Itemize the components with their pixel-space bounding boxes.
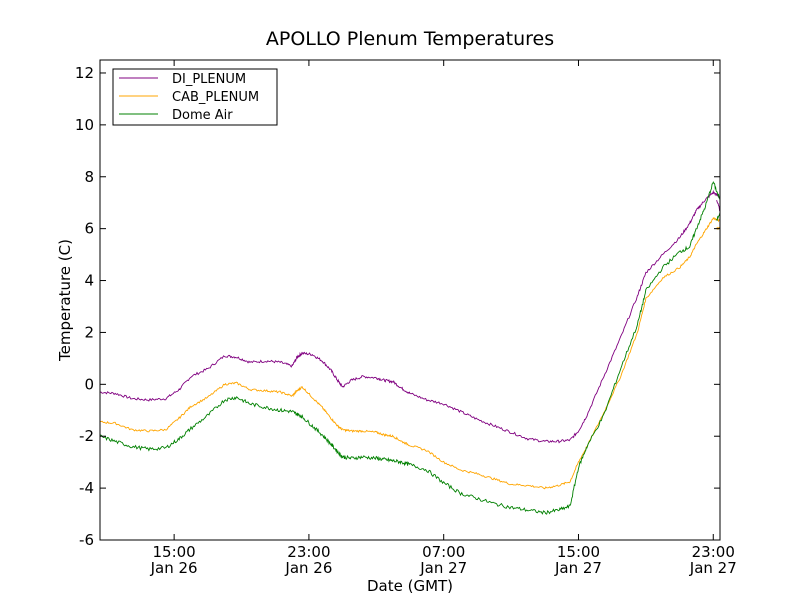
series-line-di-plenum-tail [716, 200, 720, 212]
y-tick-label: 4 [84, 272, 94, 290]
y-tick-label: 10 [75, 116, 94, 134]
x-tick-label-date: Jan 27 [689, 559, 737, 577]
y-tick-label: 6 [84, 220, 94, 238]
legend-label-di-plenum: DI_PLENUM [172, 72, 246, 87]
legend-label-cab-plenum: CAB_PLENUM [172, 90, 259, 105]
series-layer [100, 180, 720, 515]
legend: DI_PLENUM CAB_PLENUM Dome Air [112, 68, 278, 126]
y-tick-label: 0 [84, 375, 94, 393]
legend-label-dome-air: Dome Air [172, 108, 233, 123]
x-tick-label-time: 15:00 [557, 543, 600, 561]
chart-title: APOLLO Plenum Temperatures [266, 28, 554, 50]
series-line-dome-air-tail [716, 212, 720, 221]
y-tick-label: 2 [84, 323, 94, 341]
series-line-cab-plenum [100, 217, 720, 490]
series-line-dome-air [100, 180, 720, 515]
x-tick-label-time: 15:00 [153, 543, 196, 561]
y-tick-label: -2 [79, 427, 94, 445]
x-axis-label: Date (GMT) [367, 577, 453, 595]
series-line-cab-plenum-tail [716, 226, 720, 231]
x-tick-label-date: Jan 27 [554, 559, 602, 577]
y-tick-label: -4 [79, 479, 94, 497]
y-tick-label: 8 [84, 168, 94, 186]
series-line-di-plenum [100, 189, 720, 444]
x-tick-label-time: 23:00 [692, 543, 735, 561]
y-tick-label: -6 [79, 531, 94, 549]
x-tick-label-time: 07:00 [422, 543, 465, 561]
plot-frame [99, 59, 721, 541]
y-axis-label: Temperature (C) [56, 239, 74, 362]
x-tick-label-date: Jan 26 [284, 559, 332, 577]
x-tick-label-time: 23:00 [287, 543, 330, 561]
y-tick-label: 12 [75, 64, 94, 82]
x-tick-label-date: Jan 26 [150, 559, 198, 577]
x-tick-label-date: Jan 27 [419, 559, 467, 577]
